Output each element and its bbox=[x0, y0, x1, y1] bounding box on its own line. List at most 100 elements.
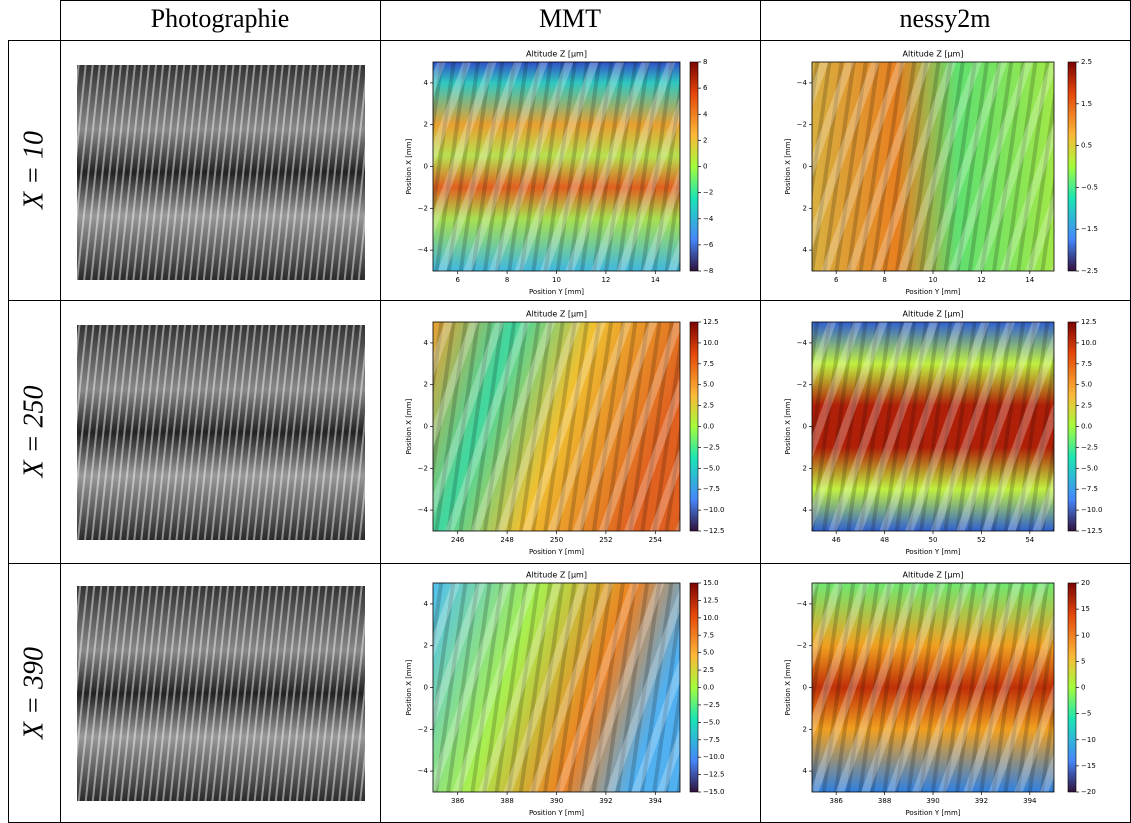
colorbar-tick-label: −2.5 bbox=[703, 701, 720, 709]
x-tick-label: 54 bbox=[1025, 536, 1034, 544]
y-tick-label: 2 bbox=[803, 204, 807, 212]
x-tick-label: 8 bbox=[505, 276, 509, 284]
x-tick-label: 394 bbox=[1023, 797, 1037, 805]
x-tick-label: 8 bbox=[882, 276, 886, 284]
colorbar-tick-label: −5.0 bbox=[703, 718, 720, 726]
colorbar-tick-label: 10.0 bbox=[703, 339, 719, 347]
plot-title: Altitude Z [µm] bbox=[526, 571, 587, 580]
x-tick-label: 390 bbox=[550, 797, 563, 805]
x-tick-label: 48 bbox=[880, 536, 889, 544]
y-tick-label: 0 bbox=[424, 684, 428, 692]
x-tick-label: 14 bbox=[1025, 276, 1034, 284]
y-tick-label: 2 bbox=[424, 381, 428, 389]
colorbar-tick-label: −12.5 bbox=[703, 771, 724, 779]
plot-title: Altitude Z [µm] bbox=[903, 571, 964, 580]
colorbar-tick-label: −10.0 bbox=[703, 753, 724, 761]
colorbar-tick-label: 7.5 bbox=[703, 360, 714, 368]
y-axis-label: Position X [mm] bbox=[784, 138, 792, 194]
x-tick-label: 390 bbox=[926, 797, 939, 805]
y-tick-label: 2 bbox=[424, 642, 428, 650]
x-tick-label: 14 bbox=[651, 276, 660, 284]
heatmap-texture bbox=[812, 322, 1054, 531]
x-tick-label: 248 bbox=[500, 536, 513, 544]
y-axis-label: Position X [mm] bbox=[405, 138, 413, 194]
x-tick-label: 252 bbox=[599, 536, 612, 544]
x-tick-label: 386 bbox=[830, 797, 844, 805]
colorbar-tick-label: −6 bbox=[703, 241, 714, 249]
y-tick-label: −2 bbox=[797, 381, 807, 389]
colorbar-tick-label: −5.0 bbox=[1081, 464, 1098, 472]
colorbar-tick-label: 2.5 bbox=[703, 666, 714, 674]
colorbar-tick-label: −1.5 bbox=[1081, 225, 1098, 233]
x-tick-label: 392 bbox=[599, 797, 612, 805]
colorbar-tick-label: 7.5 bbox=[703, 631, 714, 639]
x-tick-label: 6 bbox=[455, 276, 460, 284]
x-axis-label: Position Y [mm] bbox=[905, 548, 960, 556]
colorbar bbox=[1067, 582, 1077, 793]
colorbar-tick-label: −15 bbox=[1081, 762, 1096, 770]
photograph-texture bbox=[77, 325, 365, 540]
x-tick-label: 12 bbox=[977, 276, 986, 284]
x-tick-label: 12 bbox=[601, 276, 610, 284]
y-axis-label: Position X [mm] bbox=[405, 659, 413, 715]
y-axis-label: Position X [mm] bbox=[405, 398, 413, 454]
colorbar-tick-label: −8 bbox=[703, 267, 713, 275]
y-tick-label: 4 bbox=[424, 339, 429, 347]
colorbar-tick-label: −7.5 bbox=[703, 485, 720, 493]
x-axis-label: Position Y [mm] bbox=[529, 809, 584, 817]
x-tick-label: 250 bbox=[550, 536, 563, 544]
colorbar-tick-label: −10.0 bbox=[703, 506, 724, 514]
colorbar-tick-label: 0 bbox=[1081, 684, 1085, 692]
heatmap-texture bbox=[433, 322, 680, 531]
y-tick-label: 2 bbox=[424, 121, 428, 129]
colorbar-tick-label: −2 bbox=[703, 189, 713, 197]
plot-title: Altitude Z [µm] bbox=[903, 310, 964, 319]
photograph-texture bbox=[77, 586, 365, 801]
colorbar-tick-label: 5.0 bbox=[1081, 381, 1092, 389]
colorbar-tick-label: 12.5 bbox=[703, 318, 719, 326]
x-tick-label: 6 bbox=[834, 276, 839, 284]
colorbar bbox=[689, 582, 699, 793]
row-label: X = 10 bbox=[18, 131, 49, 210]
colorbar-tick-label: 1.5 bbox=[1081, 100, 1092, 108]
y-tick-label: 4 bbox=[803, 506, 808, 514]
y-tick-label: 0 bbox=[424, 423, 428, 431]
x-axis-label: Position Y [mm] bbox=[529, 288, 584, 296]
y-tick-label: −4 bbox=[797, 600, 808, 608]
x-axis-label: Position Y [mm] bbox=[529, 548, 584, 556]
colorbar-tick-label: 2 bbox=[703, 136, 707, 144]
colorbar-tick-label: −5.0 bbox=[703, 464, 720, 472]
colorbar-tick-label: 6 bbox=[703, 84, 708, 92]
colorbar-tick-label: 4 bbox=[703, 110, 708, 118]
column-header: nessy2m bbox=[900, 4, 991, 33]
y-axis-label: Position X [mm] bbox=[784, 398, 792, 454]
heatmap-texture bbox=[433, 62, 680, 271]
colorbar bbox=[1067, 321, 1077, 532]
y-tick-label: 0 bbox=[424, 163, 428, 171]
colorbar-tick-label: 12.5 bbox=[1081, 318, 1097, 326]
x-tick-label: 46 bbox=[832, 536, 841, 544]
colorbar-tick-label: −12.5 bbox=[703, 527, 724, 535]
colorbar-tick-label: −4 bbox=[703, 215, 714, 223]
colorbar-tick-label: 0.0 bbox=[703, 423, 714, 431]
row-label: X = 390 bbox=[18, 647, 49, 740]
x-tick-label: 386 bbox=[451, 797, 465, 805]
colorbar-tick-label: −12.5 bbox=[1081, 527, 1102, 535]
plot-title: Altitude Z [µm] bbox=[903, 50, 964, 59]
colorbar-tick-label: 10 bbox=[1081, 631, 1090, 639]
x-tick-label: 254 bbox=[649, 536, 663, 544]
colorbar-tick-label: 5.0 bbox=[703, 649, 714, 657]
column-header: Photographie bbox=[151, 4, 290, 33]
colorbar-tick-label: 2.5 bbox=[1081, 402, 1092, 410]
y-tick-label: −2 bbox=[797, 121, 807, 129]
y-tick-label: −4 bbox=[797, 339, 808, 347]
y-tick-label: 4 bbox=[803, 767, 808, 775]
colorbar-tick-label: 0.0 bbox=[1081, 423, 1092, 431]
x-tick-label: 50 bbox=[929, 536, 938, 544]
colorbar-tick-label: −2.5 bbox=[1081, 443, 1098, 451]
y-tick-label: 2 bbox=[803, 464, 807, 472]
x-tick-label: 394 bbox=[649, 797, 663, 805]
y-tick-label: 0 bbox=[803, 423, 807, 431]
colorbar-tick-label: 5 bbox=[1081, 657, 1085, 665]
